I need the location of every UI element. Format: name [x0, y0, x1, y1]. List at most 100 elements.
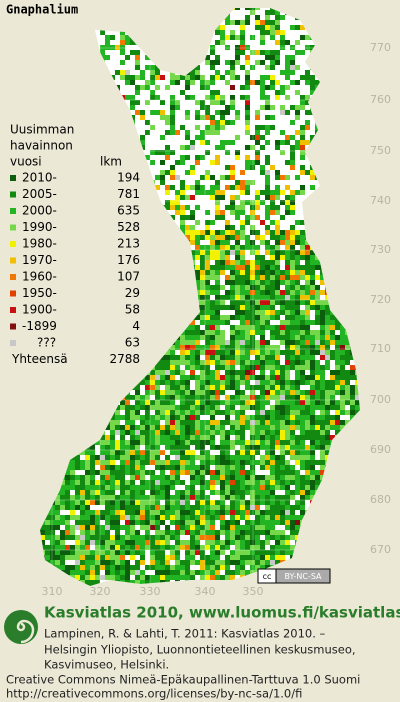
occurrence-square [260, 310, 265, 315]
occurrence-square [285, 320, 290, 325]
occurrence-square [185, 20, 190, 25]
occurrence-square [110, 175, 115, 180]
occurrence-square [30, 485, 35, 490]
occurrence-square [125, 375, 130, 380]
occurrence-square [230, 165, 235, 170]
occurrence-square [330, 380, 335, 385]
occurrence-square [170, 405, 175, 410]
occurrence-square [90, 160, 95, 165]
occurrence-square [100, 390, 105, 395]
occurrence-square [200, 375, 205, 380]
occurrence-square [55, 435, 60, 440]
occurrence-square [80, 375, 85, 380]
occurrence-square [320, 300, 325, 305]
occurrence-square [240, 95, 245, 100]
occurrence-square [300, 165, 305, 170]
occurrence-square [260, 490, 265, 495]
occurrence-square [365, 460, 370, 465]
occurrence-square [175, 230, 180, 235]
occurrence-square [95, 285, 100, 290]
occurrence-square [295, 290, 300, 295]
occurrence-square [255, 50, 260, 55]
occurrence-square [285, 435, 290, 440]
occurrence-square [350, 405, 355, 410]
occurrence-square [290, 25, 295, 30]
occurrence-square [65, 270, 70, 275]
occurrence-square [105, 400, 110, 405]
occurrence-square [260, 270, 265, 275]
occurrence-square [140, 430, 145, 435]
occurrence-square [80, 100, 85, 105]
occurrence-square [155, 60, 160, 65]
occurrence-square [290, 380, 295, 385]
occurrence-square [230, 395, 235, 400]
occurrence-square [55, 460, 60, 465]
occurrence-square [225, 250, 230, 255]
occurrence-square [270, 165, 275, 170]
occurrence-square [320, 30, 325, 35]
occurrence-square [75, 235, 80, 240]
occurrence-square [165, 360, 170, 365]
occurrence-square [60, 515, 65, 520]
occurrence-square [55, 375, 60, 380]
occurrence-square [355, 125, 360, 130]
occurrence-square [315, 405, 320, 410]
occurrence-square [120, 440, 125, 445]
occurrence-square [105, 465, 110, 470]
occurrence-square [320, 485, 325, 490]
occurrence-square [355, 255, 360, 260]
occurrence-square [245, 130, 250, 135]
occurrence-square [90, 215, 95, 220]
occurrence-square [30, 395, 35, 400]
occurrence-square [130, 495, 135, 500]
occurrence-square [260, 455, 265, 460]
occurrence-square [190, 75, 195, 80]
occurrence-square [120, 465, 125, 470]
occurrence-square [100, 385, 105, 390]
occurrence-square [210, 130, 215, 135]
occurrence-square [150, 95, 155, 100]
occurrence-square [310, 275, 315, 280]
occurrence-square [265, 490, 270, 495]
occurrence-square [200, 35, 205, 40]
occurrence-square [75, 20, 80, 25]
occurrence-square [300, 125, 305, 130]
occurrence-square [60, 385, 65, 390]
occurrence-square [310, 450, 315, 455]
occurrence-square [65, 165, 70, 170]
occurrence-square [315, 435, 320, 440]
occurrence-square [85, 510, 90, 515]
occurrence-square [90, 470, 95, 475]
occurrence-square [265, 455, 270, 460]
occurrence-square [200, 15, 205, 20]
occurrence-square [85, 290, 90, 295]
occurrence-square [245, 240, 250, 245]
occurrence-square [235, 395, 240, 400]
occurrence-square [110, 130, 115, 135]
occurrence-square [340, 320, 345, 325]
occurrence-square [175, 380, 180, 385]
occurrence-square [115, 390, 120, 395]
occurrence-square [280, 460, 285, 465]
occurrence-square [250, 285, 255, 290]
occurrence-square [315, 20, 320, 25]
occurrence-square [265, 460, 270, 465]
occurrence-square [275, 405, 280, 410]
occurrence-square [285, 375, 290, 380]
occurrence-square [340, 255, 345, 260]
occurrence-square [35, 480, 40, 485]
occurrence-square [330, 295, 335, 300]
occurrence-square [105, 310, 110, 315]
occurrence-square [350, 45, 355, 50]
occurrence-square [270, 305, 275, 310]
occurrence-square [225, 260, 230, 265]
occurrence-square [105, 95, 110, 100]
occurrence-square [165, 490, 170, 495]
occurrence-square [65, 235, 70, 240]
occurrence-square [325, 360, 330, 365]
occurrence-square [85, 380, 90, 385]
occurrence-square [80, 155, 85, 160]
occurrence-square [145, 335, 150, 340]
occurrence-square [120, 0, 125, 5]
occurrence-square [220, 390, 225, 395]
